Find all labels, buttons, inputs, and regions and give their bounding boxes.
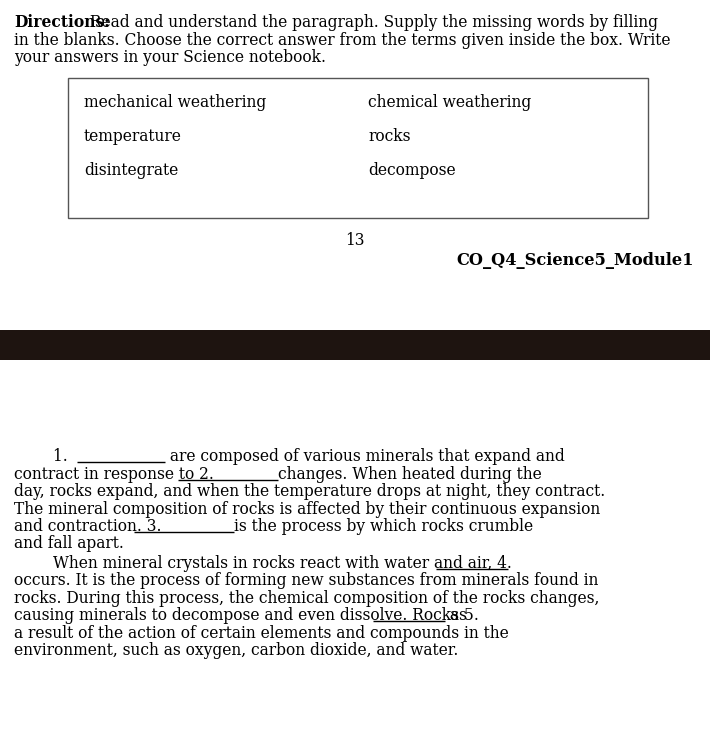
Text: When mineral crystals in rocks react with water and air, 4.: When mineral crystals in rocks react wit… xyxy=(14,555,512,572)
Text: environment, such as oxygen, carbon dioxide, and water.: environment, such as oxygen, carbon diox… xyxy=(14,642,459,659)
Text: in the blanks. Choose the correct answer from the terms given inside the box. Wr: in the blanks. Choose the correct answer… xyxy=(14,32,670,48)
Text: contract in response to 2.: contract in response to 2. xyxy=(14,465,214,483)
Text: CO_Q4_Science5_Module1: CO_Q4_Science5_Module1 xyxy=(457,252,694,269)
Text: 1.: 1. xyxy=(14,448,67,465)
Text: chemical weathering: chemical weathering xyxy=(368,94,531,111)
Text: mechanical weathering: mechanical weathering xyxy=(84,94,266,111)
Text: 13: 13 xyxy=(345,232,365,249)
Text: decompose: decompose xyxy=(368,162,456,179)
Bar xyxy=(0,330,710,360)
Text: rocks: rocks xyxy=(368,128,410,145)
Text: Directions:: Directions: xyxy=(14,14,110,31)
Text: and contraction. 3.: and contraction. 3. xyxy=(14,518,161,535)
Text: and fall apart.: and fall apart. xyxy=(14,535,124,553)
Text: is the process by which rocks crumble: is the process by which rocks crumble xyxy=(234,518,532,535)
Text: day, rocks expand, and when the temperature drops at night, they contract.: day, rocks expand, and when the temperat… xyxy=(14,483,605,500)
Text: temperature: temperature xyxy=(84,128,182,145)
Text: The mineral composition of rocks is affected by their continuous expansion: The mineral composition of rocks is affe… xyxy=(14,501,600,517)
Text: Read and understand the paragraph. Supply the missing words by filling: Read and understand the paragraph. Suppl… xyxy=(85,14,658,31)
Text: occurs. It is the process of forming new substances from minerals found in: occurs. It is the process of forming new… xyxy=(14,572,599,590)
Text: as: as xyxy=(445,607,467,624)
Bar xyxy=(68,78,648,218)
Text: changes. When heated during the: changes. When heated during the xyxy=(278,465,542,483)
Text: are composed of various minerals that expand and: are composed of various minerals that ex… xyxy=(165,448,564,465)
Text: causing minerals to decompose and even dissolve. Rocks 5.: causing minerals to decompose and even d… xyxy=(14,607,479,624)
Text: disintegrate: disintegrate xyxy=(84,162,178,179)
Text: a result of the action of certain elements and compounds in the: a result of the action of certain elemen… xyxy=(14,625,509,642)
Text: your answers in your Science notebook.: your answers in your Science notebook. xyxy=(14,49,326,66)
Text: rocks. During this process, the chemical composition of the rocks changes,: rocks. During this process, the chemical… xyxy=(14,590,599,607)
